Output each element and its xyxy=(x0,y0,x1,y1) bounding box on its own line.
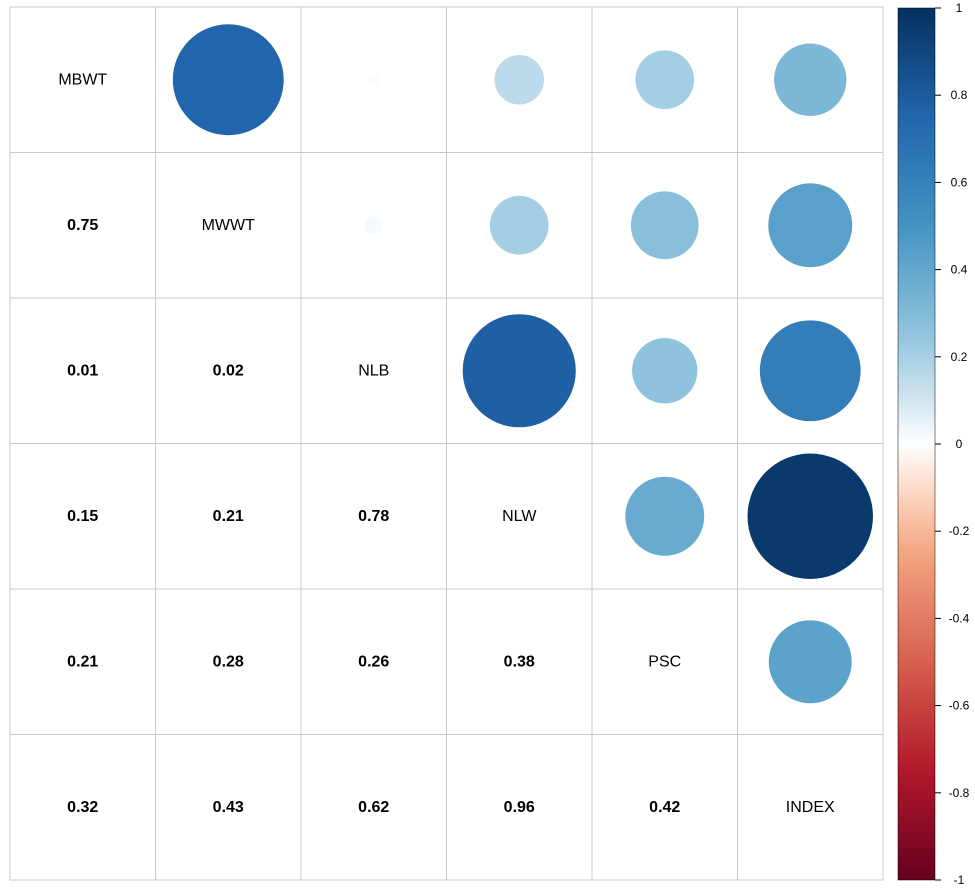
corr-value-nlw-mbwt: 0.15 xyxy=(67,508,98,525)
corr-value-index-nlb: 0.62 xyxy=(358,799,389,816)
corr-value-psc-nlw: 0.38 xyxy=(504,653,535,670)
variable-label-nlw: NLW xyxy=(502,508,537,525)
corr-value-nlw-nlb: 0.78 xyxy=(358,508,389,525)
matrix-cells: MBWT MWWT NLB NLW PSC INDEX 0.75 0.01 0.02 0.15 0.… xyxy=(58,24,873,816)
corr-circle-mbwt-index xyxy=(774,43,847,116)
corr-value-index-mbwt: 0.32 xyxy=(67,799,98,816)
corr-circle-mbwt-mwwt xyxy=(172,24,284,136)
corr-value-index-nlw: 0.96 xyxy=(504,799,535,816)
corr-value-nlb-mwwt: 0.02 xyxy=(213,362,244,379)
color-legend: 1 0.8 0.6 0.4 0.2 0 -0.2 -0.4 -0.6 -0.8 -1 xyxy=(897,1,970,887)
colorbar-tick-label: 0 xyxy=(956,437,963,451)
colorbar-tick-label: 1 xyxy=(956,1,963,15)
colorbar-tick-label: 0.4 xyxy=(951,263,968,277)
corr-circle-mwwt-psc xyxy=(630,191,699,260)
corr-circle-mbwt-psc xyxy=(635,50,695,110)
variable-label-nlb: NLB xyxy=(358,362,389,379)
corr-circle-psc-index xyxy=(768,620,852,704)
corr-value-index-mwwt: 0.43 xyxy=(213,799,244,816)
colorbar-tick-label: -0.2 xyxy=(949,524,970,538)
corr-circle-nlw-index xyxy=(747,453,873,579)
variable-label-psc: PSC xyxy=(648,653,681,670)
colorbar-tick-label: -1 xyxy=(954,873,965,887)
corr-value-nlb-mbwt: 0.01 xyxy=(67,362,98,379)
colorbar-tick-label: -0.4 xyxy=(949,611,970,625)
matrix-grid xyxy=(9,6,884,881)
corr-value-psc-mwwt: 0.28 xyxy=(213,653,244,670)
corr-value-index-psc: 0.42 xyxy=(649,799,680,816)
corr-circle-nlb-index xyxy=(759,320,861,422)
corr-circle-mwwt-nlb xyxy=(364,216,383,235)
corr-circle-mbwt-nlw xyxy=(494,54,545,105)
corr-circle-nlb-psc xyxy=(632,338,698,404)
corr-value-psc-nlb: 0.26 xyxy=(358,653,389,670)
variable-label-index: INDEX xyxy=(786,799,835,816)
colorbar-ticks: 1 0.8 0.6 0.4 0.2 0 -0.2 -0.4 -0.6 -0.8 -1 xyxy=(935,1,970,887)
corr-value-nlw-mwwt: 0.21 xyxy=(213,508,244,525)
colorbar xyxy=(897,7,936,881)
colorbar-tick-label: 0.8 xyxy=(951,88,968,102)
corr-circle-mbwt-nlb xyxy=(367,73,381,87)
colorbar-tick-label: 0.2 xyxy=(951,350,968,364)
variable-label-mwwt: MWWT xyxy=(202,217,256,234)
colorbar-tick-label: -0.6 xyxy=(949,699,970,713)
corr-value-mwwt-mbwt: 0.75 xyxy=(67,217,98,234)
corr-circle-mwwt-index xyxy=(768,183,853,268)
corr-circle-nlw-psc xyxy=(625,476,705,556)
corr-circle-mwwt-nlw xyxy=(489,195,549,255)
colorbar-tick-label: -0.8 xyxy=(949,786,970,800)
variable-label-mbwt: MBWT xyxy=(58,71,107,88)
corr-circle-nlb-nlw xyxy=(462,314,576,428)
corr-value-psc-mbwt: 0.21 xyxy=(67,653,98,670)
colorbar-tick-label: 0.6 xyxy=(951,175,968,189)
